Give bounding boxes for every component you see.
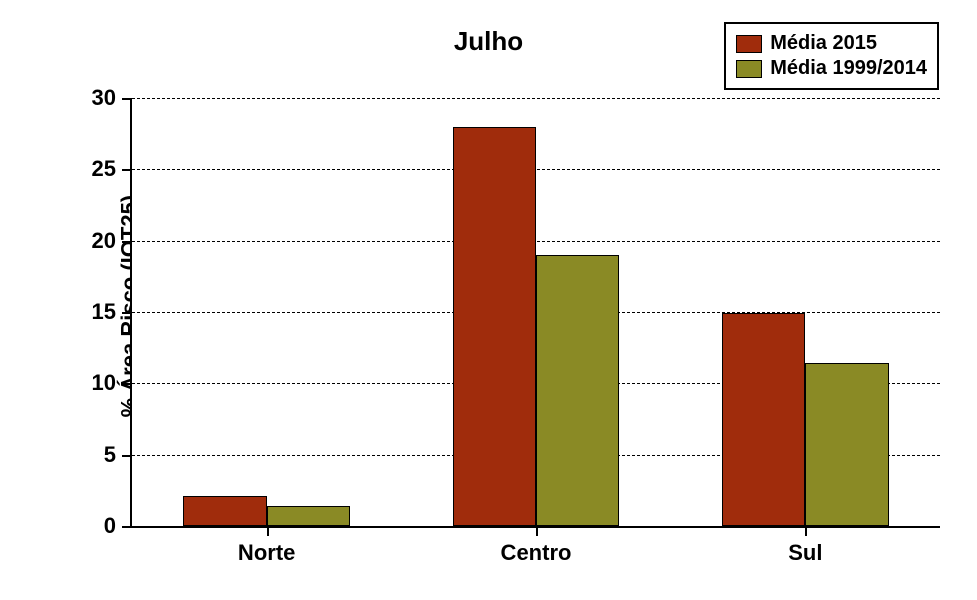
legend-label: Média 1999/2014 — [770, 57, 927, 80]
ytick-mark — [122, 383, 132, 385]
legend-item: Média 2015 — [736, 32, 927, 55]
ytick-label: 5 — [104, 442, 116, 468]
ytick-mark — [122, 526, 132, 528]
xtick-mark — [536, 526, 538, 536]
legend: Média 2015 Média 1999/2014 — [724, 22, 939, 90]
ytick-label: 0 — [104, 513, 116, 539]
xtick-label: Centro — [501, 540, 572, 566]
ytick-mark — [122, 455, 132, 457]
xtick-mark — [267, 526, 269, 536]
ytick-label: 25 — [92, 156, 116, 182]
ytick-label: 10 — [92, 370, 116, 396]
xtick-mark — [805, 526, 807, 536]
bar — [267, 506, 350, 526]
legend-label: Média 2015 — [770, 32, 877, 55]
bar — [183, 496, 266, 526]
ytick-mark — [122, 98, 132, 100]
chart-container: Julho Média 2015 Média 1999/2014 % Área … — [0, 0, 977, 600]
legend-swatch-icon — [736, 35, 762, 53]
ytick-mark — [122, 241, 132, 243]
gridline — [132, 169, 940, 170]
ytick-label: 15 — [92, 299, 116, 325]
xtick-label: Norte — [238, 540, 295, 566]
legend-item: Média 1999/2014 — [736, 57, 927, 80]
gridline — [132, 241, 940, 242]
ytick-mark — [122, 169, 132, 171]
plot-area: 051015202530NorteCentroSul — [130, 98, 940, 528]
bar — [722, 313, 805, 526]
xtick-label: Sul — [788, 540, 822, 566]
bar — [453, 127, 536, 526]
ytick-mark — [122, 312, 132, 314]
ytick-label: 30 — [92, 85, 116, 111]
legend-swatch-icon — [736, 60, 762, 78]
ytick-label: 20 — [92, 228, 116, 254]
bar — [536, 255, 619, 526]
gridline — [132, 98, 940, 99]
bar — [805, 363, 888, 526]
